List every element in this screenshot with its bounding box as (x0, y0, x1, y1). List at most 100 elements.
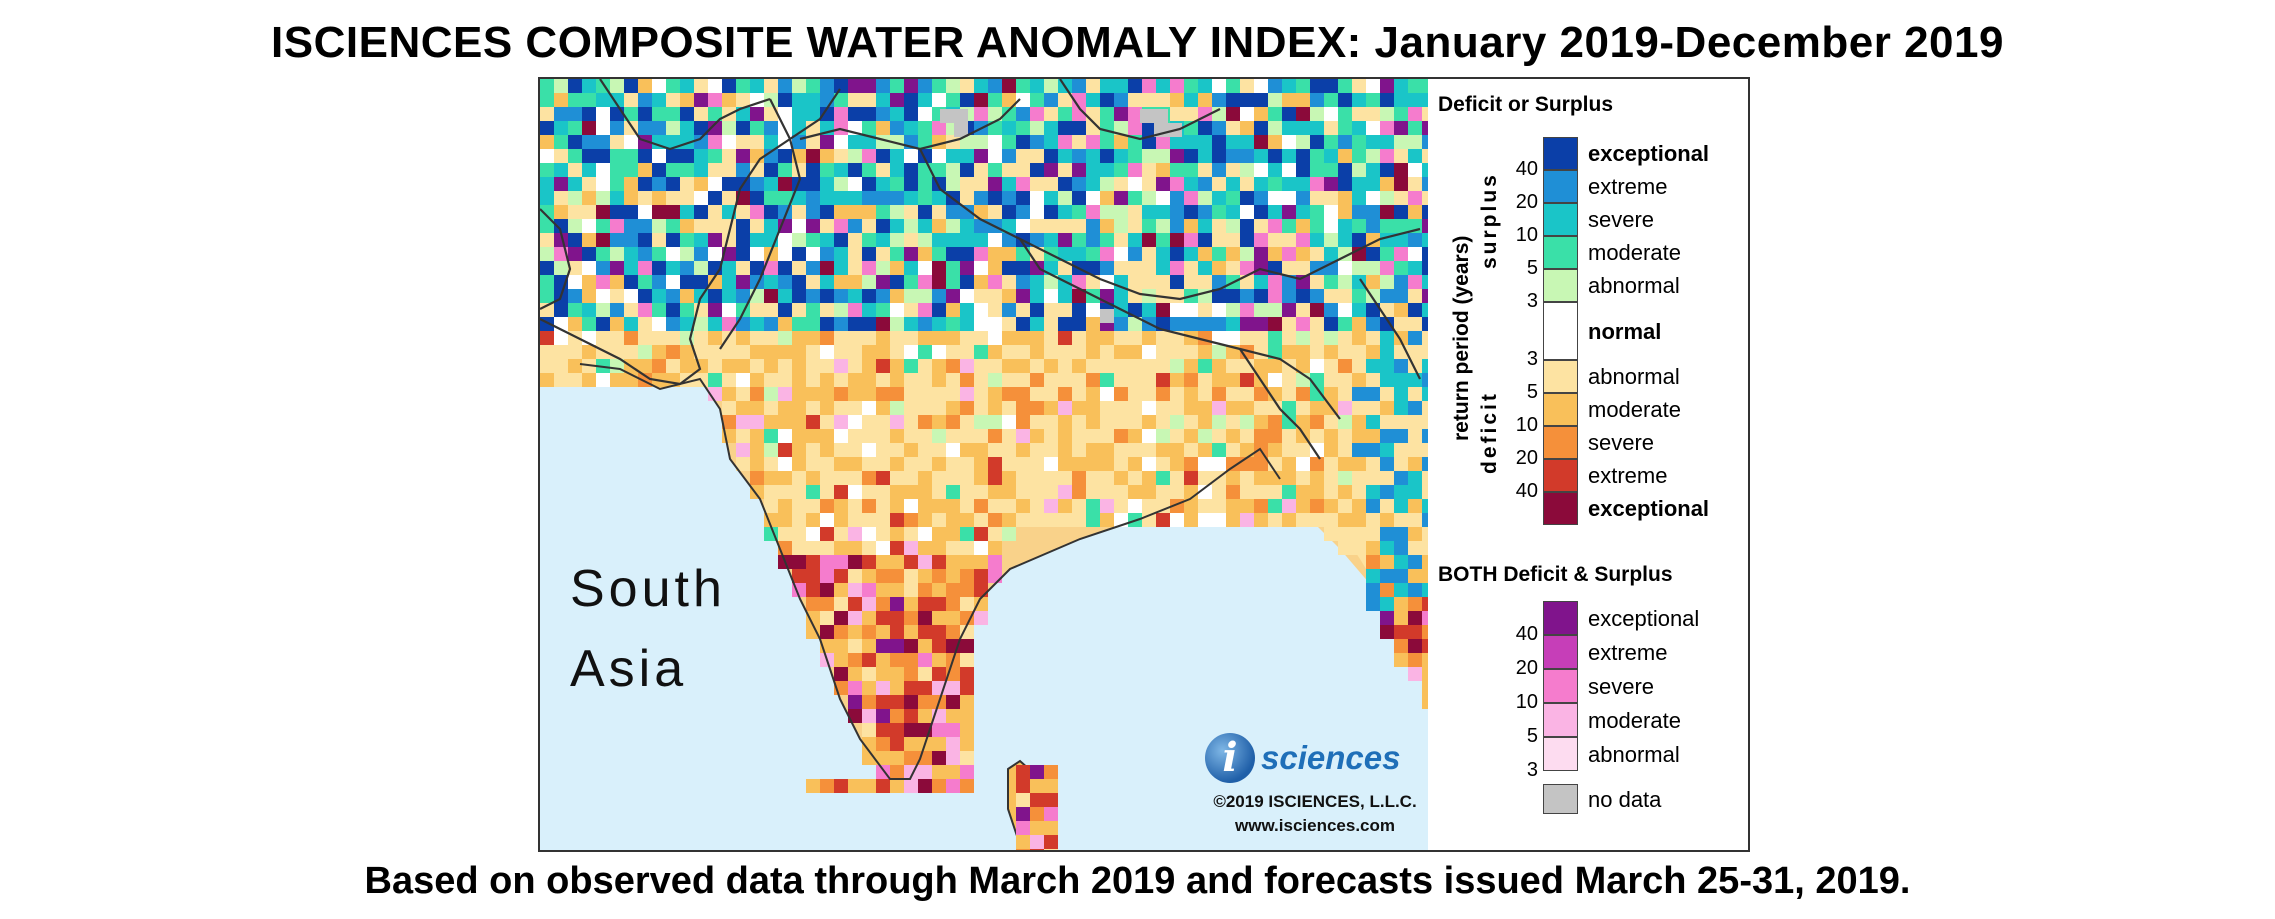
anomaly-cell (876, 583, 890, 597)
region-label-line1: South (570, 560, 726, 618)
anomaly-cell (848, 583, 862, 597)
anomaly-cell (1072, 289, 1086, 303)
anomaly-cell (806, 149, 820, 163)
anomaly-cell (834, 275, 848, 289)
anomaly-cell (960, 779, 974, 793)
anomaly-cell (1044, 415, 1058, 429)
anomaly-cell (1198, 359, 1212, 373)
anomaly-cell (1366, 345, 1380, 359)
anomaly-cell (946, 527, 960, 541)
anomaly-cell (918, 317, 932, 331)
anomaly-cell (1044, 807, 1058, 821)
anomaly-cell (1408, 527, 1422, 541)
anomaly-cell (918, 261, 932, 275)
region-label-line2: Asia (570, 640, 688, 698)
anomaly-cell (1044, 471, 1058, 485)
anomaly-cell (624, 191, 638, 205)
anomaly-cell (918, 331, 932, 345)
anomaly-cell (974, 387, 988, 401)
anomaly-cell (806, 303, 820, 317)
anomaly-cell (1240, 359, 1254, 373)
anomaly-cell (750, 303, 764, 317)
anomaly-cell (1086, 177, 1100, 191)
anomaly-cell (778, 93, 792, 107)
anomaly-cell (1016, 331, 1030, 345)
anomaly-cell (820, 317, 834, 331)
legend-surplus-tick: 3 (1526, 290, 1538, 312)
anomaly-cell (792, 331, 806, 345)
anomaly-cell (1114, 345, 1128, 359)
anomaly-cell (1100, 261, 1114, 275)
anomaly-cell (974, 247, 988, 261)
anomaly-cell (652, 289, 666, 303)
anomaly-cell (862, 667, 876, 681)
anomaly-cell (1240, 135, 1254, 149)
anomaly-cell (568, 163, 582, 177)
anomaly-cell (1198, 499, 1212, 513)
anomaly-cell (946, 443, 960, 457)
anomaly-cell (750, 345, 764, 359)
anomaly-cell (1408, 499, 1422, 513)
anomaly-cell (834, 373, 848, 387)
anomaly-cell (1142, 191, 1156, 205)
anomaly-cell (1072, 79, 1086, 93)
anomaly-cell (1086, 191, 1100, 205)
anomaly-cell (1338, 205, 1352, 219)
anomaly-cell (1170, 275, 1184, 289)
anomaly-cell (1114, 261, 1128, 275)
anomaly-cell (1352, 303, 1366, 317)
anomaly-cell (904, 359, 918, 373)
anomaly-cell (1324, 387, 1338, 401)
anomaly-cell (876, 79, 890, 93)
legend-both-heading: BOTH Deficit & Surplus (1438, 563, 1673, 586)
anomaly-cell (1380, 191, 1394, 205)
anomaly-cell (890, 93, 904, 107)
anomaly-cell (1226, 513, 1240, 527)
anomaly-cell (1184, 219, 1198, 233)
anomaly-cell (778, 261, 792, 275)
anomaly-cell (1198, 485, 1212, 499)
anomaly-cell (820, 401, 834, 415)
anomaly-cell (1072, 499, 1086, 513)
anomaly-cell (834, 345, 848, 359)
anomaly-cell (960, 541, 974, 555)
anomaly-cell (820, 415, 834, 429)
anomaly-cell (932, 513, 946, 527)
website-link[interactable]: www.isciences.com (1235, 816, 1395, 835)
anomaly-cell (960, 233, 974, 247)
anomaly-cell (820, 359, 834, 373)
anomaly-cell (792, 79, 806, 93)
anomaly-cell (890, 401, 904, 415)
anomaly-cell (1072, 191, 1086, 205)
anomaly-cell (652, 107, 666, 121)
anomaly-cell (876, 681, 890, 695)
anomaly-cell (848, 611, 862, 625)
anomaly-cell (1296, 359, 1310, 373)
anomaly-cell (1268, 289, 1282, 303)
anomaly-cell (1268, 233, 1282, 247)
map-frame: South Asia i sciences ©2019 ISCIENCES, L… (538, 77, 1750, 852)
anomaly-cell (568, 93, 582, 107)
anomaly-cell (1422, 331, 1428, 345)
anomaly-cell (750, 317, 764, 331)
anomaly-cell (624, 79, 638, 93)
anomaly-cell (1184, 485, 1198, 499)
anomaly-cell (792, 485, 806, 499)
anomaly-cell (540, 261, 554, 275)
anomaly-cell (680, 107, 694, 121)
anomaly-cell (1114, 289, 1128, 303)
anomaly-cell (1016, 793, 1030, 807)
anomaly-cell (736, 219, 750, 233)
anomaly-cell (1352, 317, 1366, 331)
anomaly-cell (694, 331, 708, 345)
coastline (579, 363, 1281, 780)
anomaly-cell (1114, 331, 1128, 345)
anomaly-cell (1408, 191, 1422, 205)
anomaly-cell (820, 779, 834, 793)
anomaly-cell (750, 443, 764, 457)
anomaly-cell (1184, 429, 1198, 443)
anomaly-cell (1030, 429, 1044, 443)
anomaly-cell (890, 639, 904, 653)
anomaly-cell (1072, 121, 1086, 135)
anomaly-cell (848, 317, 862, 331)
